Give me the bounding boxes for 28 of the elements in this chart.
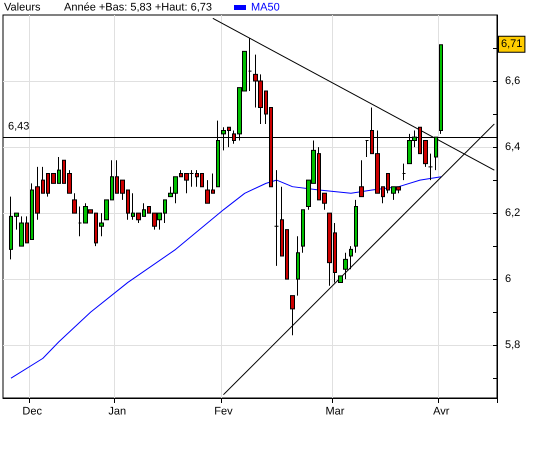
candlestick [296,236,300,296]
candlestick [301,209,305,254]
ref-line-label: 6,43 [8,120,30,133]
text: Année +Bas: 5,83 +Haut: 6,73 [64,2,212,14]
y-tick-label: 6,4 [505,141,520,154]
candlestick [338,275,343,283]
y-tick-label: 6 [505,273,512,286]
line-series [10,176,442,379]
x-tick-label: Jan [108,406,126,418]
candlestick [354,199,358,254]
legend-title: Valeurs [4,2,41,14]
candlestick [439,44,443,134]
x-tick-label: Mar [326,406,345,418]
x-tick-label: Fev [214,406,234,418]
candlestick [428,153,433,181]
candlestick [359,160,364,198]
x-tick-label: Dec [22,406,42,418]
candlestick [402,163,406,181]
x-tick-label: Avr [433,406,450,418]
candlestick [290,295,295,336]
y-tick-label: 5,8 [505,339,520,352]
candlestick [349,246,353,270]
annotation: 6,71 [501,38,522,50]
y-tick-label: 6,2 [505,207,520,220]
legend-label: MA50 [251,2,280,14]
candlestick [343,252,348,280]
y-tick-label: 6,6 [505,75,520,88]
candlestick [72,192,77,214]
